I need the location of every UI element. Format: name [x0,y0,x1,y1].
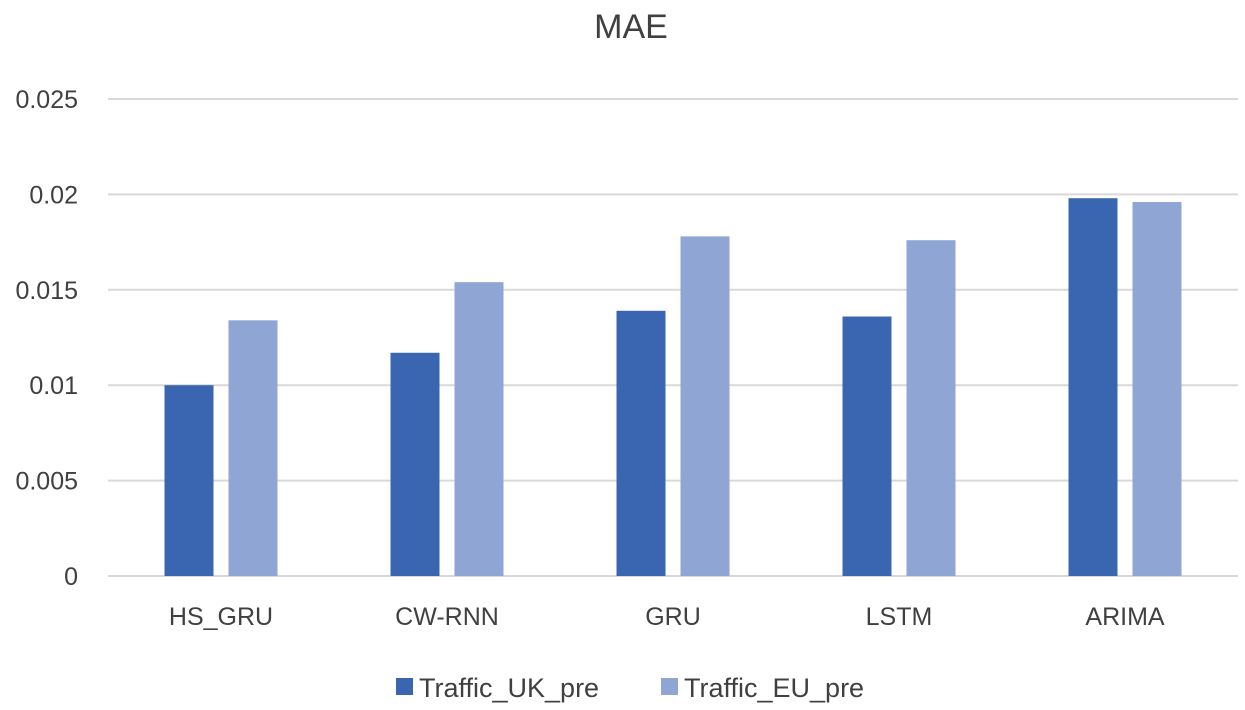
x-tick-label: GRU [645,603,701,631]
legend: Traffic_UK_pre Traffic_EU_pre [396,673,864,703]
y-tick-label: 0.005 [15,468,78,496]
y-tick-label: 0 [64,563,78,591]
bar-gru-traffic-eu-pre [680,236,730,576]
y-tick-label: 0.02 [29,181,78,209]
legend-swatch-traffic-uk-pre [396,678,413,695]
y-axis-tick-labels: 0 0.005 0.01 0.015 0.02 0.025 [15,86,78,591]
y-tick-label: 0.015 [15,277,78,305]
bar-cw-rnn-traffic-uk-pre [390,352,440,576]
x-tick-label: HS_GRU [169,603,273,631]
bar-arima-traffic-eu-pre [1132,202,1182,577]
bar-cw-rnn-traffic-eu-pre [454,282,504,576]
y-tick-label: 0.01 [29,372,78,400]
bar-hs_gru-traffic-eu-pre [228,320,278,576]
bar-series [164,198,1182,577]
y-tick-label: 0.025 [15,86,78,114]
legend-label-traffic-eu-pre: Traffic_EU_pre [684,673,864,703]
x-tick-label: CW-RNN [395,603,499,631]
chart-title: MAE [594,8,668,46]
bar-gru-traffic-uk-pre [616,310,666,576]
bar-lstm-traffic-uk-pre [842,316,892,576]
legend-swatch-traffic-eu-pre [661,678,678,695]
x-tick-label: LSTM [866,603,933,631]
x-axis-tick-labels: HS_GRU CW-RNN GRU LSTM ARIMA [169,603,1165,631]
bar-hs_gru-traffic-uk-pre [164,385,214,576]
legend-label-traffic-uk-pre: Traffic_UK_pre [419,673,599,703]
gridlines [108,98,1238,577]
bar-lstm-traffic-eu-pre [906,240,956,576]
bar-arima-traffic-uk-pre [1068,198,1118,576]
x-tick-label: ARIMA [1085,603,1165,631]
